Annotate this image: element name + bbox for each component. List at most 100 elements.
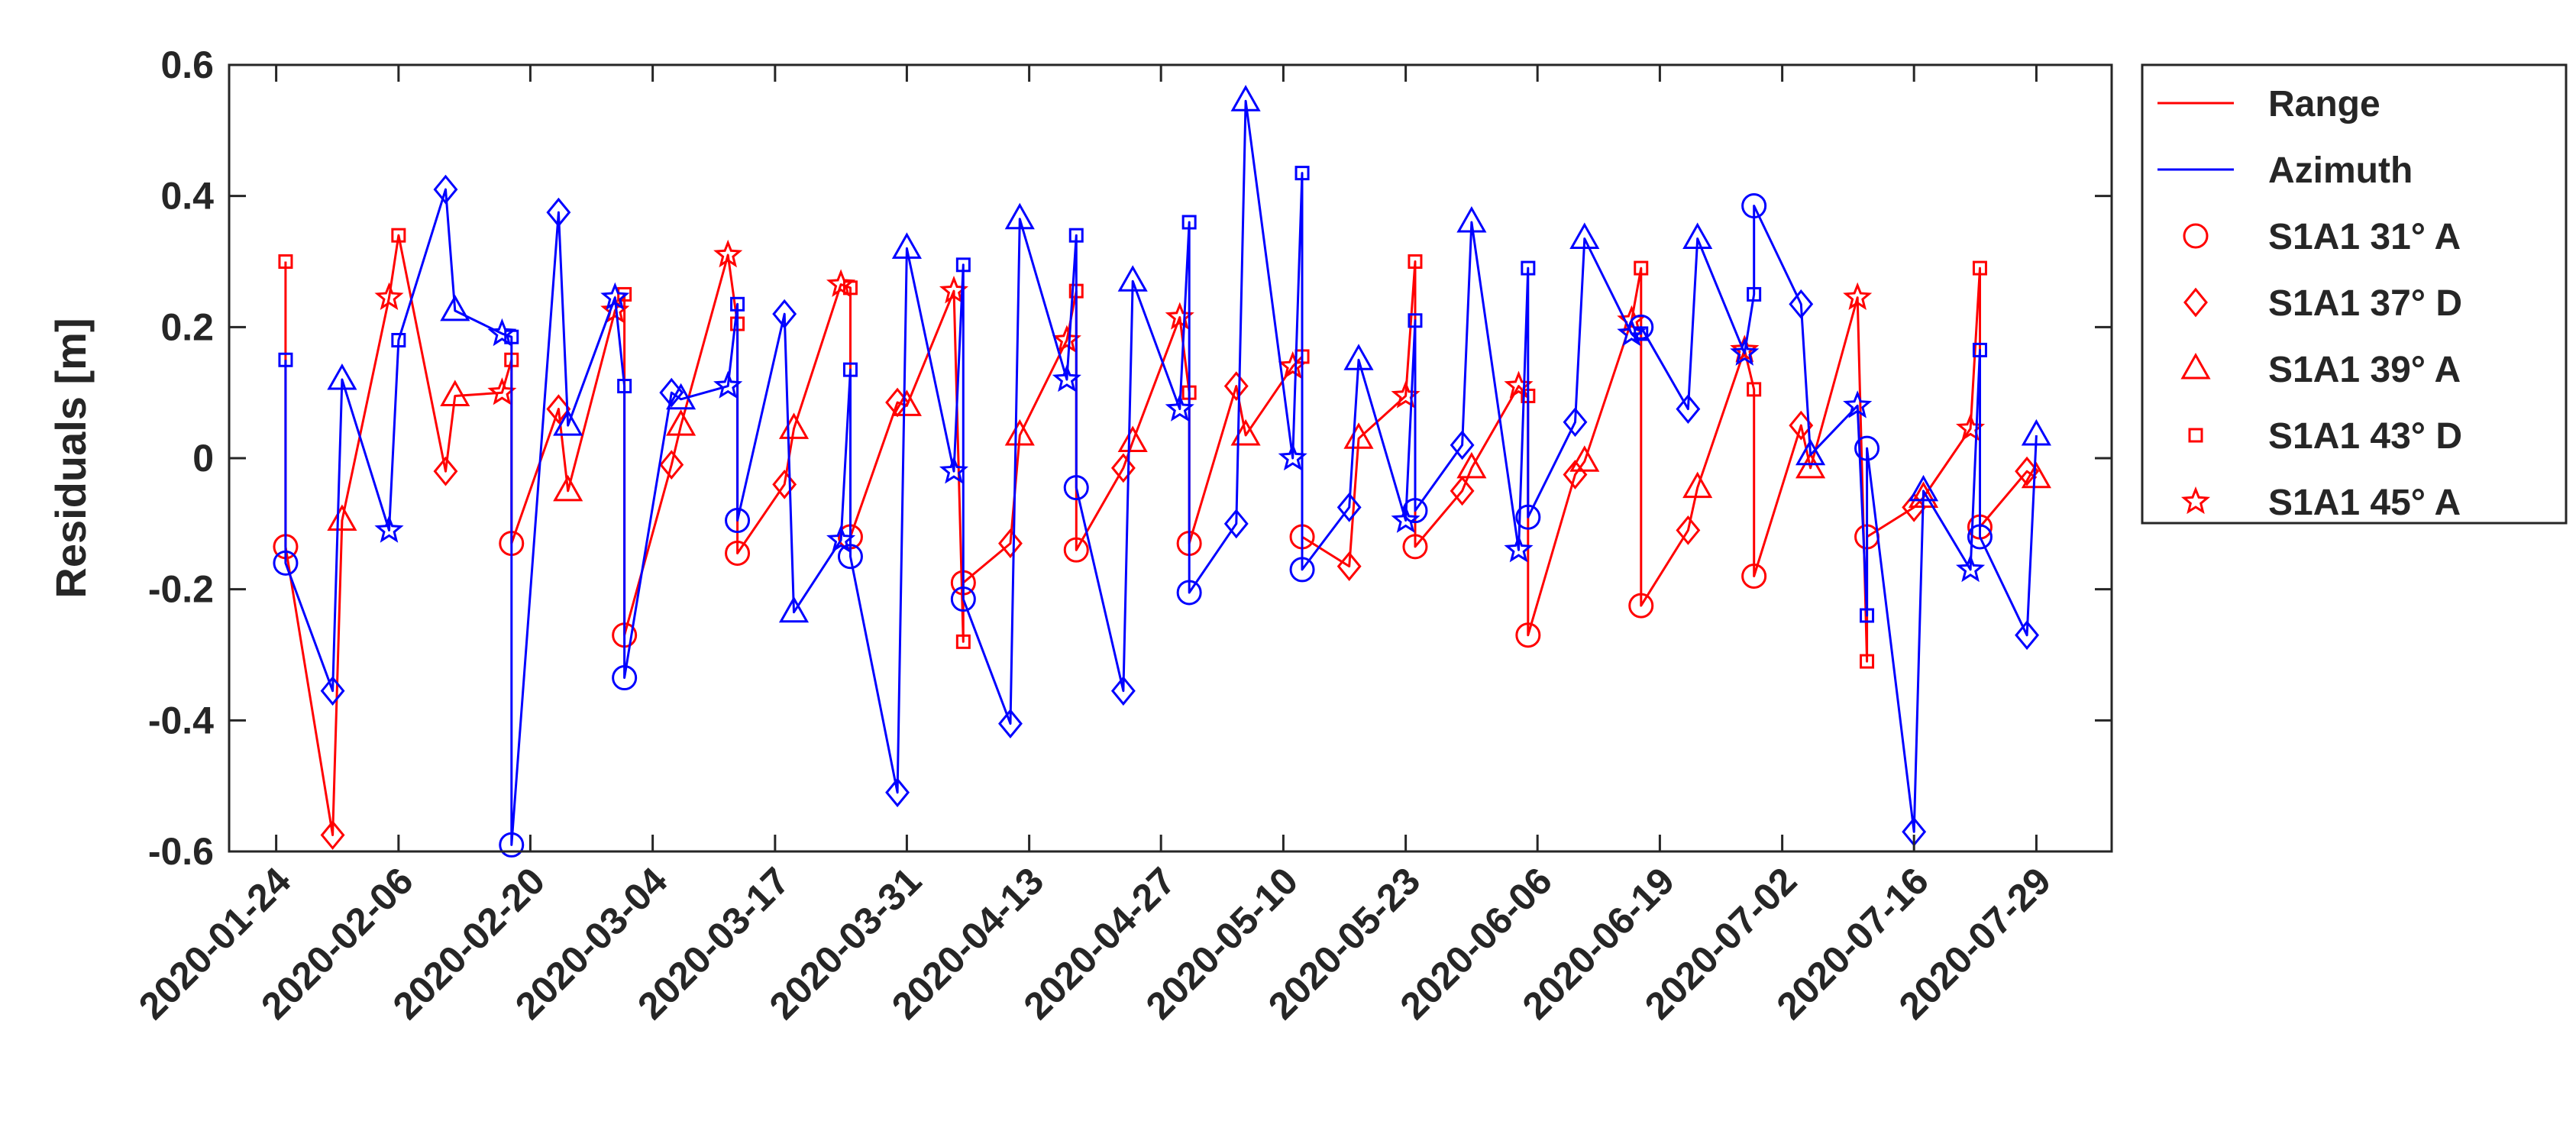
azimuth-square-marker [730,296,745,312]
azimuth-star-marker [826,525,856,553]
range-square-marker [955,634,971,649]
azimuth-circle-marker [499,832,525,858]
azimuth-circle-marker [1628,314,1654,340]
range-circle-marker [1741,564,1767,589]
range-triangle-marker [1343,422,1374,449]
azimuth-triangle-marker [1230,85,1261,111]
azimuth-star-marker [1617,318,1647,347]
range-star-marker [1843,282,1873,311]
azimuth-circle-marker [1176,580,1202,606]
azimuth-triangle-marker [891,232,922,259]
azimuth-square-marker [1408,313,1423,328]
range-diamond-marker [433,456,458,486]
azimuth-circle-marker [273,550,299,576]
range-square-marker [1634,260,1649,276]
azimuth-square-marker [1747,286,1762,302]
azimuth-diamond-marker [772,299,797,329]
azimuth-diamond-marker [1450,430,1475,460]
azimuth-diamond-marker [1223,509,1249,539]
legend-label: S1A1 37° D [2268,283,2462,324]
range-triangle-marker [1004,418,1035,446]
range-diamond-marker [1902,493,1927,522]
legend-triangle-icon [2180,352,2211,380]
range-circle-marker [1515,622,1541,648]
azimuth-star-marker [1052,363,1081,393]
legend-box [2141,63,2568,525]
azimuth-square-marker [278,352,293,367]
range-diamond-marker [772,469,797,499]
range-diamond-marker [998,528,1023,558]
legend-label: Range [2268,84,2380,124]
range-triangle-marker [1682,471,1713,499]
range-diamond-marker [320,820,345,850]
azimuth-triangle-marker [1456,205,1487,233]
azimuth-triangle-marker [327,363,357,390]
legend-circle-icon [2183,223,2209,249]
azimuth-line [284,99,2038,846]
y-tick-label: -0.4 [148,699,214,741]
azimuth-circle-marker [1967,524,1993,550]
azimuth-triangle-marker [440,294,470,321]
azimuth-star-marker [1730,338,1760,366]
azimuth-star-marker [1165,393,1194,422]
range-diamond-marker [1336,551,1362,581]
legend-label: S1A1 31° A [2268,217,2461,257]
range-triangle-marker [1117,425,1148,453]
legend-item-range: Range [2157,84,2380,124]
azimuth-star-marker [1843,390,1873,418]
azimuth-diamond-marker [998,709,1023,738]
azimuth-square-marker [1181,215,1197,230]
azimuth-star-marker [600,282,630,311]
range-triangle-marker [553,474,583,502]
legend-item-square: S1A1 43° D [2188,416,2462,457]
azimuth-circle-marker [1515,504,1541,530]
azimuth-circle-marker [1289,557,1315,583]
legend-diamond-icon [2183,287,2208,318]
range-diamond-marker [1676,515,1701,545]
azimuth-diamond-marker [1789,289,1814,319]
azimuth-square-marker [391,333,406,347]
y-tick-label: 0.6 [160,44,214,86]
legend-item-azimuth: Azimuth [2157,150,2413,191]
legend-square-icon [2188,428,2203,443]
y-tick-label: -0.2 [148,568,214,611]
legend-item-triangle: S1A1 39° A [2180,350,2461,390]
azimuth-square-marker [1521,260,1536,276]
azimuth-circle-marker [1854,435,1880,461]
azimuth-square-marker [1860,608,1875,623]
azimuth-triangle-marker [1117,265,1148,292]
azimuth-diamond-marker [1110,676,1136,706]
azimuth-star-marker [1278,442,1307,471]
range-triangle-marker [666,409,697,436]
legend-items: Range Azimuth S1A1 31° A S1A1 37° D S1A1 39°… [2157,84,2462,523]
range-diamond-marker [1223,371,1249,401]
azimuth-circle-marker [612,665,638,691]
y-tick-label: 0.4 [160,175,214,218]
azimuth-circle-marker [1063,475,1089,501]
range-square-marker [1747,382,1762,397]
azimuth-diamond-marker [433,174,458,205]
range-triangle-marker [891,389,922,416]
azimuth-square-marker [1068,228,1084,243]
range-triangle-marker [1456,451,1487,479]
range-square-marker [278,254,293,269]
y-tick-label: 0.2 [160,305,214,348]
legend-item-star: S1A1 45° A [2180,483,2461,523]
range-circle-marker [1402,534,1428,560]
range-star-marker [1730,334,1760,363]
range-diamond-marker [1110,453,1136,483]
azimuth-triangle-marker [553,409,583,436]
azimuth-square-marker [1972,342,1987,357]
azimuth-triangle-marker [1569,222,1600,249]
azimuth-square-marker [617,379,632,394]
range-line [284,234,2038,836]
azimuth-diamond-marker [546,197,571,228]
legend: Range Azimuth S1A1 31° A S1A1 37° D S1A1 39°… [2141,63,2568,525]
azimuth-star-marker [939,456,969,484]
azimuth-diamond-marker [1676,394,1701,424]
range-star-marker [600,295,630,324]
azimuth-star-marker [1391,505,1421,533]
azimuth-circle-marker [725,508,751,534]
azimuth-triangle-marker [1682,222,1713,249]
